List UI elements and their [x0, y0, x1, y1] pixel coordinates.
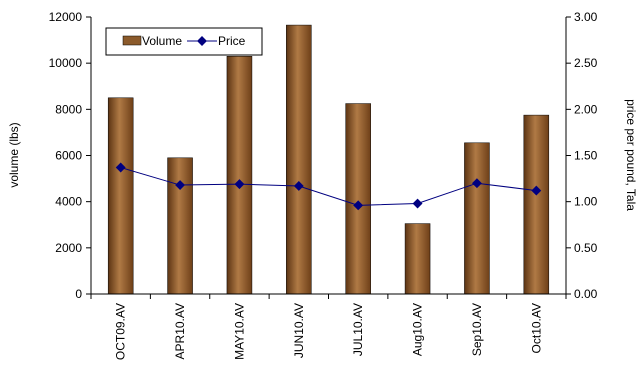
price-point: [293, 181, 304, 191]
left-axis-title: volume (lbs): [7, 122, 21, 187]
left-tick-label: 12000: [49, 10, 83, 24]
legend-volume-label: Volume: [142, 34, 182, 48]
right-tick-label: 0.00: [574, 287, 598, 301]
price-point: [115, 162, 126, 173]
volume-bar: [404, 223, 431, 295]
right-axis-title: price per pound, Tala: [624, 99, 638, 211]
volume-bar: [107, 97, 134, 295]
volume-bar: [464, 142, 490, 295]
legend-price-label: Price: [218, 34, 246, 48]
legend: Volume Price: [105, 27, 263, 56]
left-tick-label: 4000: [55, 195, 82, 209]
price-line-path: [120, 167, 537, 206]
left-tick-label: 10000: [49, 56, 83, 70]
right-tick-label: 1.50: [574, 149, 598, 163]
x-axis-tick-labels: OCT09.AV APR10.AV MAY10.AV JUN10.AV JUL10.AV…: [114, 303, 544, 360]
left-tick-label: 2000: [55, 241, 82, 255]
right-tick-label: 1.00: [574, 195, 598, 209]
price-point: [353, 200, 364, 211]
legend-volume-swatch: [122, 35, 142, 46]
left-axis-ticks: 0 2000 4000 6000 8000 10000 12000: [49, 10, 91, 301]
x-tick-label: Oct10.AV: [529, 303, 543, 353]
x-tick-label: Aug10.AV: [411, 303, 425, 356]
volume-bar: [226, 55, 253, 295]
x-tick-label: APR10.AV: [173, 303, 187, 359]
x-tick-label: JUN10.AV: [292, 303, 306, 358]
price-point: [175, 180, 186, 190]
price-point: [412, 198, 423, 209]
right-tick-label: 2.00: [574, 102, 598, 116]
price-line-series: [115, 162, 542, 211]
x-tick-label: MAY10.AV: [232, 303, 246, 360]
volume-bar: [286, 24, 312, 295]
price-point: [234, 179, 245, 190]
left-tick-label: 6000: [55, 149, 82, 163]
left-tick-label: 8000: [55, 102, 82, 116]
volume-bar: [345, 103, 371, 295]
right-axis-ticks: 0.00 0.50 1.00 1.50 2.00 2.50 3.00: [566, 10, 598, 301]
x-tick-label: OCT09.AV: [114, 303, 128, 360]
legend-price-marker: [197, 36, 207, 46]
left-tick-label: 0: [75, 287, 82, 301]
x-tick-label: JUL10.AV: [351, 303, 365, 356]
right-tick-label: 0.50: [574, 241, 598, 255]
right-tick-label: 2.50: [574, 56, 598, 70]
volume-bars: [90, 24, 567, 299]
volume-bar: [167, 157, 193, 295]
price-point: [531, 185, 542, 196]
right-tick-label: 3.00: [574, 10, 598, 24]
volume-bar: [523, 114, 550, 295]
x-tick-label: Sep10.AV: [470, 303, 484, 356]
price-point: [471, 178, 482, 189]
